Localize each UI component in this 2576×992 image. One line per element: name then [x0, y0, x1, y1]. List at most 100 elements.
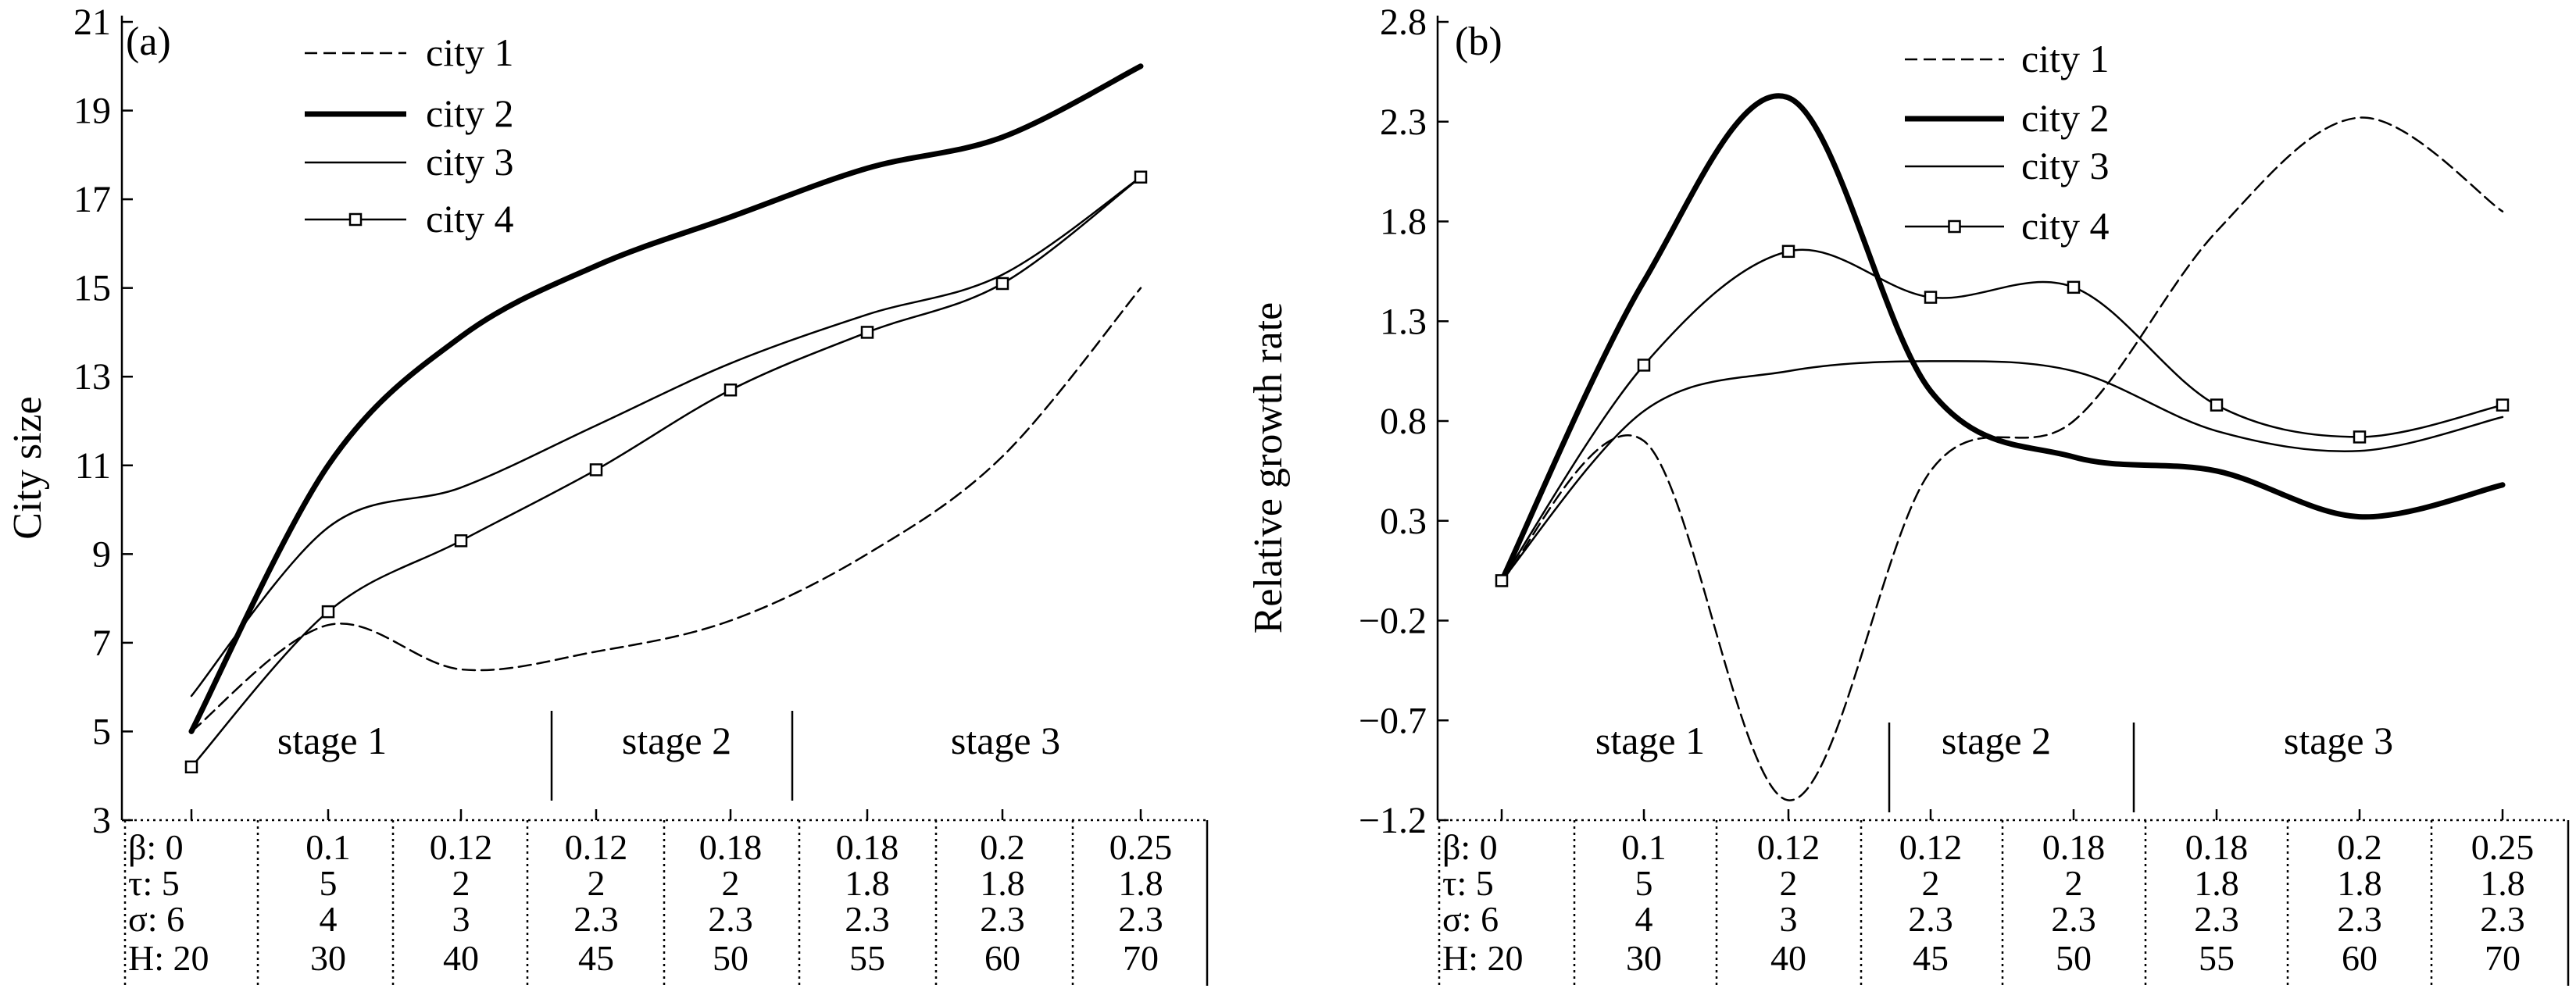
- data-point-marker: [2353, 430, 2367, 444]
- table-cell: 0.18: [2042, 827, 2106, 867]
- legend-label-1: city 1: [426, 30, 513, 74]
- data-point-marker: [2210, 398, 2224, 412]
- series-line-2: [1499, 93, 2506, 583]
- y-tick-label: 2.3: [1380, 102, 1427, 143]
- series-line-1: [1500, 116, 2504, 801]
- legend-marker: [348, 212, 363, 227]
- table-cell: 0.12: [1757, 827, 1820, 867]
- series-line-3: [190, 176, 1142, 698]
- table-cell: 4: [320, 899, 338, 939]
- table-cell: 2: [1780, 863, 1798, 903]
- legend-label-3: city 3: [426, 140, 513, 184]
- table-cell: 4: [1635, 899, 1653, 939]
- table-cell: 2.3: [1908, 899, 1953, 939]
- table-cell: 2.3: [980, 899, 1025, 939]
- legend-label-2: city 2: [2021, 96, 2109, 140]
- table-cell: 1.8: [2480, 863, 2525, 903]
- table-cell: 2: [588, 863, 606, 903]
- y-axis-title: City size: [5, 396, 50, 539]
- table-cell: 40: [1770, 938, 1806, 978]
- table-cell: 50: [713, 938, 749, 978]
- table-cell: β: 0: [1442, 827, 1498, 867]
- y-tick-label: 0.8: [1380, 401, 1427, 442]
- data-point-marker: [2067, 280, 2081, 294]
- table-cell: 2.3: [2480, 899, 2525, 939]
- table-cell: 0.25: [1109, 827, 1173, 867]
- legend-label-3: city 3: [2021, 144, 2109, 187]
- table-cell: 45: [578, 938, 614, 978]
- series-line-2: [188, 63, 1144, 734]
- data-point-marker: [321, 605, 335, 619]
- stage-label: stage 3: [2284, 719, 2393, 762]
- data-point-marker: [1134, 170, 1148, 184]
- legend-label-2: city 2: [426, 91, 513, 135]
- legend-label-4: city 4: [426, 197, 513, 241]
- table-cell: 1.8: [2337, 863, 2382, 903]
- panel-label: (a): [126, 20, 171, 64]
- y-tick-label: 0.3: [1380, 501, 1427, 542]
- stage-label: stage 3: [951, 719, 1060, 762]
- y-tick-label: 9: [92, 533, 111, 575]
- table-cell: τ: 5: [128, 863, 180, 903]
- data-point-marker: [723, 384, 738, 397]
- table-cell: 40: [443, 938, 479, 978]
- table-cell: 2: [452, 863, 470, 903]
- data-point-marker: [589, 463, 603, 476]
- table-cell: H: 20: [128, 938, 209, 978]
- table-cell: 0.12: [1899, 827, 1963, 867]
- table-cell: 2.3: [845, 899, 890, 939]
- panel-a: 3 5 7 9 11 13 15 17 19 21 City size (a) β: 0 0.1 0.12 0…: [5, 2, 1209, 986]
- table-cell: 2.3: [2194, 899, 2239, 939]
- y-tick-label: −0.7: [1359, 700, 1427, 741]
- table-cell: 2: [722, 863, 740, 903]
- table-cell: 5: [1635, 863, 1653, 903]
- table-cell: 3: [1780, 899, 1798, 939]
- y-tick-label: 17: [73, 179, 111, 220]
- table-cell: 1.8: [980, 863, 1025, 903]
- table-cell: 0.18: [699, 827, 763, 867]
- table-cell: 0.1: [305, 827, 351, 867]
- table-cell: 0.1: [1621, 827, 1667, 867]
- y-tick-label: 15: [73, 268, 111, 309]
- table-cell: 1.8: [845, 863, 890, 903]
- y-axis-title: Relative growth rate: [1246, 302, 1291, 634]
- series-line-4: [190, 176, 1142, 769]
- table-cell: 3: [452, 899, 470, 939]
- y-tick-label: 1.8: [1380, 202, 1427, 243]
- table-cell: 2.3: [2337, 899, 2382, 939]
- table-cell: 2: [1922, 863, 1940, 903]
- stage-label: stage 1: [277, 719, 387, 762]
- y-tick-label: 5: [92, 711, 111, 752]
- y-tick-label: −0.2: [1359, 601, 1427, 642]
- data-point-marker: [995, 277, 1009, 291]
- table-cell: 30: [1626, 938, 1662, 978]
- data-point-marker: [184, 760, 198, 774]
- table-cell: 2.3: [573, 899, 619, 939]
- table-cell: 0.25: [2471, 827, 2535, 867]
- y-tick-label: 13: [73, 356, 111, 398]
- table-cell: 60: [984, 938, 1020, 978]
- table-cell: 2.3: [1118, 899, 1163, 939]
- table-cell: 60: [2342, 938, 2378, 978]
- table-cell: 1.8: [2194, 863, 2239, 903]
- y-tick-label: 2.8: [1380, 2, 1427, 43]
- stage-label: stage 2: [622, 719, 731, 762]
- table-cell: 2.3: [2051, 899, 2096, 939]
- data-point-marker: [1495, 574, 1509, 587]
- legend-label-1: city 1: [2021, 37, 2109, 80]
- table-cell: 0.12: [565, 827, 628, 867]
- table-cell: 0.2: [2337, 827, 2382, 867]
- data-point-marker: [1637, 359, 1651, 372]
- table-cell: 1.8: [1118, 863, 1163, 903]
- legend-label-4: city 4: [2021, 204, 2109, 248]
- table-cell: 0.12: [430, 827, 493, 867]
- data-point-marker: [860, 326, 874, 339]
- table-cell: H: 20: [1442, 938, 1524, 978]
- series-line-3: [1500, 360, 2504, 582]
- series-line-4: [1500, 248, 2504, 582]
- table-cell: 2.3: [708, 899, 753, 939]
- data-point-marker: [454, 534, 468, 548]
- stage-label: stage 1: [1595, 719, 1705, 762]
- data-point-marker: [2496, 398, 2510, 412]
